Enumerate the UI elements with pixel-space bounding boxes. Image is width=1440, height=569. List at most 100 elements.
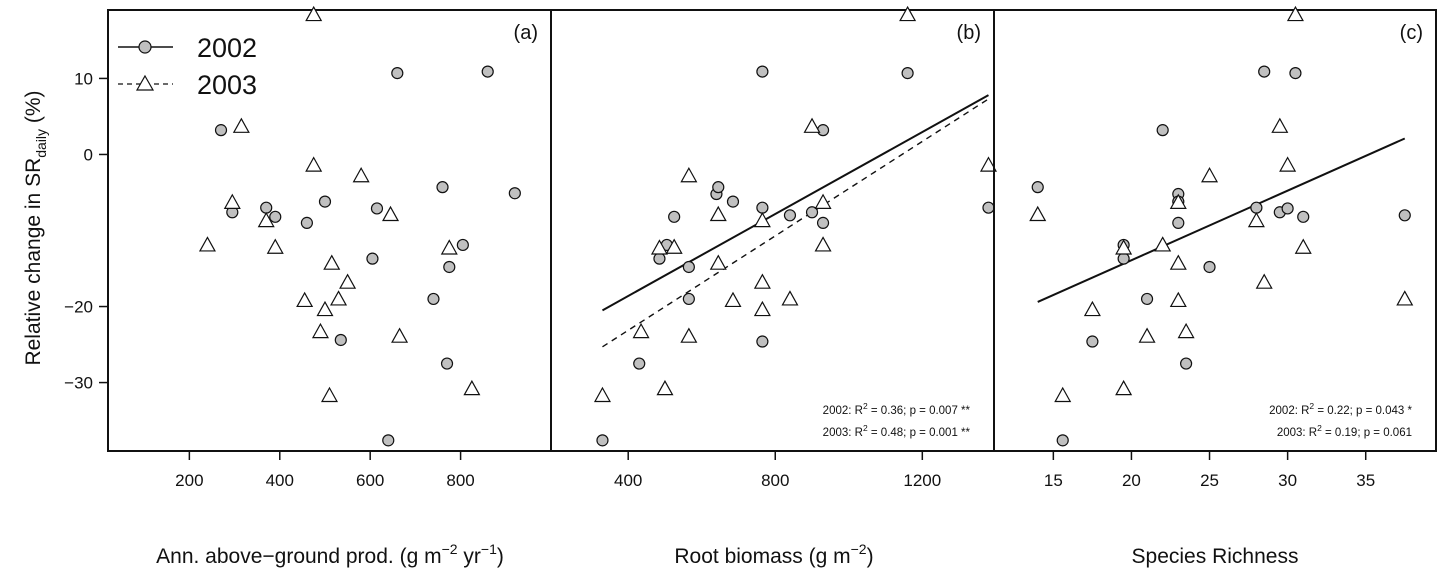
point-2002 bbox=[1031, 181, 1044, 194]
point-2003 bbox=[316, 300, 334, 317]
point-2002 bbox=[682, 292, 695, 306]
point-2002 bbox=[756, 201, 769, 214]
x-tick-label: 400 bbox=[266, 471, 294, 490]
x-tick-label: 15 bbox=[1044, 471, 1063, 490]
point-2003 bbox=[1169, 193, 1187, 209]
point-2002 bbox=[1250, 201, 1263, 214]
point-2002 bbox=[1398, 209, 1411, 222]
point-2002 bbox=[726, 195, 740, 208]
stat-annotation: 2003: R2 = 0.48; p = 0.001 ** bbox=[823, 423, 971, 439]
point-2002 bbox=[1117, 252, 1130, 265]
point-2002 bbox=[269, 210, 282, 223]
legend-label-2002: 2002 bbox=[197, 33, 257, 63]
point-2002 bbox=[653, 252, 666, 265]
point-2002 bbox=[682, 260, 695, 274]
point-2002 bbox=[508, 187, 521, 200]
point-2002 bbox=[318, 195, 332, 208]
point-2003 bbox=[656, 379, 674, 396]
point-2003 bbox=[1029, 205, 1047, 222]
point-2002 bbox=[1297, 210, 1310, 223]
x-axis-label-a: Ann. above−ground prod. (g m−2 yr−1) bbox=[156, 541, 504, 568]
point-2003 bbox=[1083, 300, 1101, 317]
point-2003 bbox=[753, 211, 771, 228]
point-2002 bbox=[1056, 434, 1069, 447]
point-2003 bbox=[1169, 254, 1187, 270]
point-2002 bbox=[427, 292, 440, 306]
point-2002 bbox=[982, 201, 995, 214]
point-2002 bbox=[1140, 292, 1154, 306]
point-2002 bbox=[1203, 260, 1216, 274]
point-2002 bbox=[366, 252, 379, 265]
stat-annotation: 2002: R2 = 0.36; p = 0.007 ** bbox=[823, 401, 971, 417]
panel-label: (c) bbox=[1400, 22, 1423, 44]
point-2003 bbox=[1201, 167, 1219, 183]
point-2002 bbox=[596, 434, 609, 447]
point-2003 bbox=[1115, 379, 1133, 396]
point-2003 bbox=[1286, 5, 1304, 22]
point-2002 bbox=[260, 201, 273, 214]
point-2003 bbox=[296, 291, 314, 308]
point-2002 bbox=[816, 124, 830, 137]
point-2003 bbox=[1271, 117, 1289, 133]
point-2003 bbox=[440, 239, 458, 255]
point-2003 bbox=[330, 290, 348, 306]
point-2002 bbox=[1289, 67, 1302, 80]
point-2003 bbox=[323, 254, 341, 270]
point-2003 bbox=[803, 117, 821, 133]
x-tick-label: 35 bbox=[1356, 471, 1375, 490]
point-2003 bbox=[463, 379, 481, 396]
legend-triangle-marker bbox=[135, 74, 155, 91]
point-2002 bbox=[805, 206, 819, 219]
point-2002 bbox=[756, 335, 769, 348]
point-2003 bbox=[709, 254, 727, 270]
point-2003 bbox=[1279, 156, 1297, 172]
point-2003 bbox=[1138, 327, 1156, 343]
point-2003 bbox=[781, 290, 799, 306]
point-2003 bbox=[1247, 211, 1265, 228]
point-2002 bbox=[440, 357, 454, 370]
x-tick-label: 20 bbox=[1122, 471, 1141, 490]
point-2003 bbox=[1294, 238, 1312, 254]
point-2003 bbox=[665, 238, 683, 254]
point-2003 bbox=[257, 211, 275, 228]
panel-a: −30 −20 0 10 200 400 600 800 (a) bbox=[64, 5, 552, 490]
point-2002 bbox=[370, 202, 384, 215]
point-2003 bbox=[979, 156, 998, 172]
point-2002 bbox=[481, 65, 494, 78]
point-2002 bbox=[816, 216, 830, 229]
x-tick-label: 1200 bbox=[903, 471, 941, 490]
point-2002 bbox=[334, 333, 347, 347]
point-2003 bbox=[1255, 273, 1273, 289]
point-2002 bbox=[1086, 335, 1099, 348]
point-2002 bbox=[214, 124, 228, 137]
point-2002 bbox=[1180, 357, 1193, 370]
point-2003 bbox=[680, 167, 698, 183]
stat-annotation: 2003: R2 = 0.19; p = 0.061 bbox=[1277, 423, 1412, 439]
x-axis-label-b: Root biomass (g m−2) bbox=[674, 541, 873, 568]
y-axis-label: Relative change in SRdaily (%) bbox=[22, 90, 49, 365]
fit-line-2002 bbox=[601, 94, 989, 312]
stat-annotation: 2002: R2 = 0.22; p = 0.043 * bbox=[1269, 401, 1412, 417]
x-tick-label: 400 bbox=[614, 471, 642, 490]
point-2002 bbox=[668, 210, 681, 223]
point-2002 bbox=[712, 181, 725, 194]
point-2003 bbox=[1177, 322, 1195, 339]
point-2002 bbox=[1172, 216, 1185, 229]
legend-circle-marker bbox=[138, 40, 152, 54]
point-2003 bbox=[814, 236, 832, 252]
point-2003 bbox=[753, 273, 771, 289]
panel-label: (b) bbox=[957, 22, 981, 44]
point-2003 bbox=[1396, 290, 1414, 306]
point-2003 bbox=[232, 117, 250, 133]
point-2003 bbox=[753, 300, 771, 317]
point-2003 bbox=[305, 5, 323, 22]
panel-label: (a) bbox=[514, 22, 538, 44]
point-2003 bbox=[1169, 291, 1187, 308]
point-2003 bbox=[1054, 386, 1072, 403]
point-2002 bbox=[443, 260, 456, 274]
point-2003 bbox=[352, 167, 370, 183]
point-2003 bbox=[632, 322, 650, 339]
y-tick-label: 0 bbox=[84, 145, 93, 164]
point-2003 bbox=[320, 386, 339, 403]
point-2003 bbox=[382, 205, 400, 222]
